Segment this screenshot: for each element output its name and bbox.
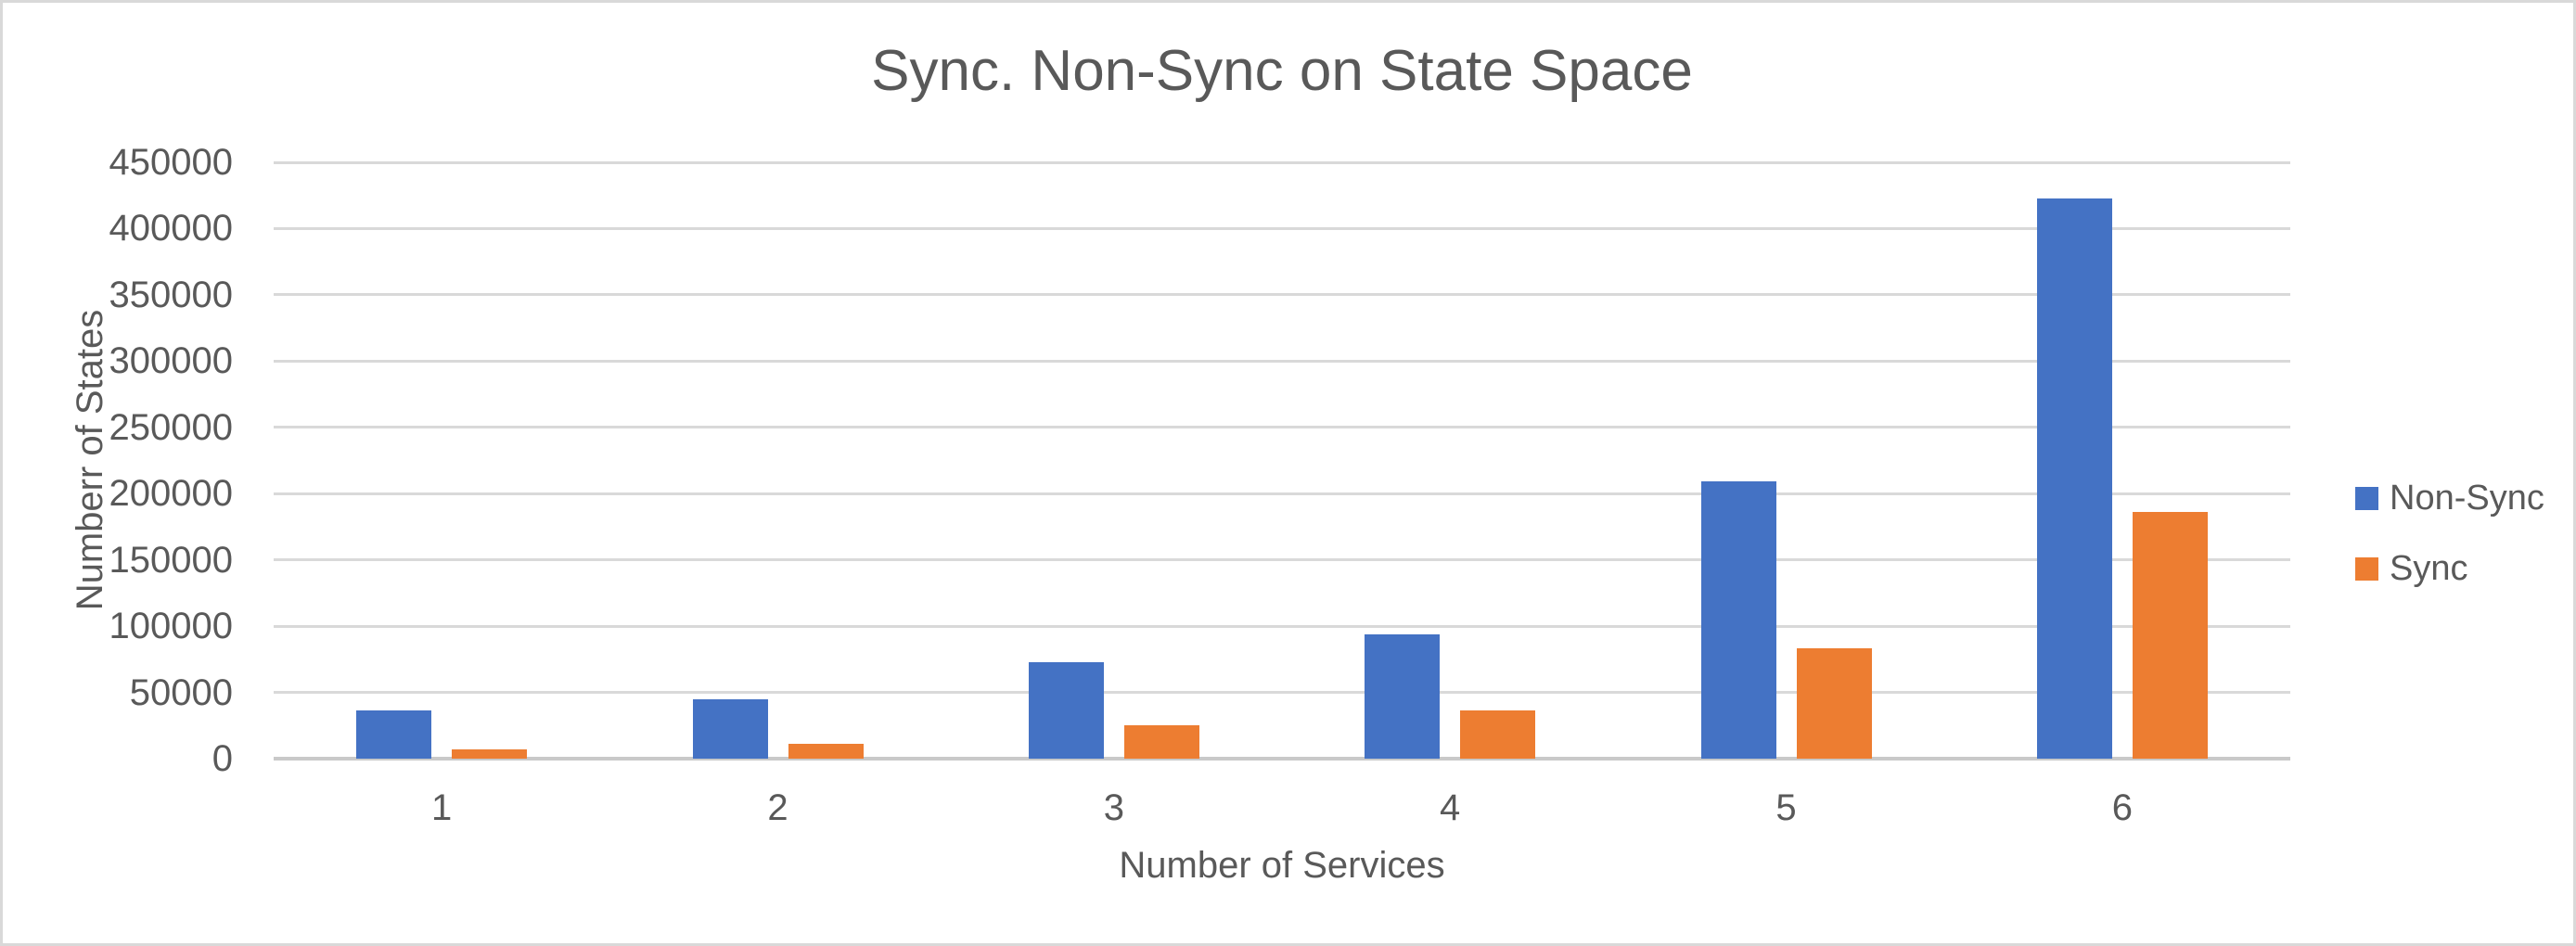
x-tick-label-5: 5 (1775, 787, 1797, 828)
x-tick-label-4: 4 (1440, 787, 1461, 828)
gridline-100000 (274, 624, 2290, 628)
bar-non-sync-category-1 (356, 710, 432, 759)
legend-item-non-sync: Non-Sync (2355, 474, 2544, 522)
gridline-150000 (274, 558, 2290, 562)
bar-sync-category-2 (788, 743, 864, 759)
legend-label-non-sync: Non-Sync (2390, 478, 2544, 518)
legend-label-sync: Sync (2390, 548, 2468, 588)
legend-swatch-sync-icon (2355, 556, 2378, 581)
bar-non-sync-category-6 (2036, 198, 2112, 759)
x-axis-title: Number of Services (1119, 845, 1445, 886)
legend-item-sync: Sync (2355, 544, 2544, 593)
y-tick-label-200000: 200000 (109, 473, 233, 515)
gridline-350000 (274, 293, 2290, 297)
y-tick-label-100000: 100000 (109, 606, 233, 647)
legend: Non-Sync Sync (2355, 474, 2544, 615)
y-tick-label-150000: 150000 (109, 539, 233, 581)
bar-non-sync-category-2 (692, 698, 768, 759)
gridline-250000 (274, 426, 2290, 429)
x-tick-label-6: 6 (2111, 787, 2133, 828)
y-tick-label-350000: 350000 (109, 274, 233, 315)
x-axis-line (274, 757, 2290, 761)
y-tick-label-250000: 250000 (109, 406, 233, 448)
bar-sync-category-6 (2132, 512, 2208, 759)
x-tick-label-2: 2 (767, 787, 788, 828)
gridline-200000 (274, 492, 2290, 495)
y-tick-label-0: 0 (211, 738, 233, 779)
x-tick-label-1: 1 (431, 787, 453, 828)
x-tick-label-3: 3 (1103, 787, 1124, 828)
bar-sync-category-3 (1123, 725, 1199, 759)
chart-title: Sync. Non-Sync on State Space (871, 39, 1693, 103)
bar-sync-category-5 (1796, 648, 1872, 759)
gridline-400000 (274, 226, 2290, 230)
plot-area (274, 160, 2290, 761)
gridline-50000 (274, 691, 2290, 695)
y-tick-label-50000: 50000 (129, 671, 233, 713)
gridline-450000 (274, 160, 2290, 164)
y-tick-label-300000: 300000 (109, 340, 233, 382)
bar-non-sync-category-3 (1028, 662, 1104, 759)
legend-swatch-non-sync-icon (2355, 486, 2378, 510)
y-tick-label-400000: 400000 (109, 208, 233, 249)
gridline-300000 (274, 359, 2290, 363)
y-tick-label-450000: 450000 (109, 142, 233, 183)
bar-sync-category-4 (1460, 710, 1536, 759)
bar-non-sync-category-4 (1365, 634, 1441, 759)
bar-sync-category-1 (452, 749, 528, 759)
bar-non-sync-category-5 (1700, 481, 1776, 759)
